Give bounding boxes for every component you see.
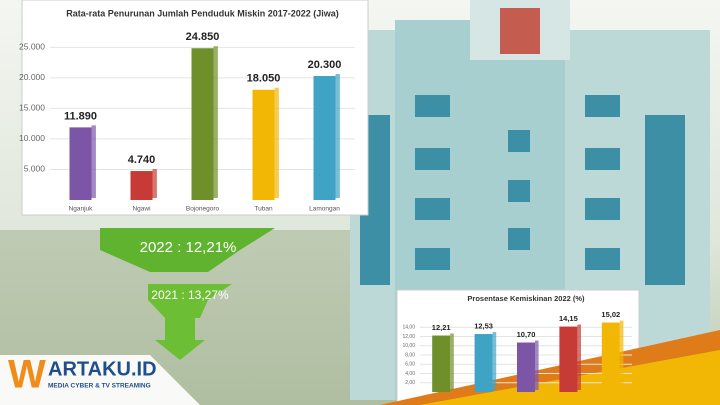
y-tick-label: 8,00 [405, 352, 415, 358]
value-label: 18.050 [247, 73, 281, 85]
bar [130, 171, 153, 200]
bar-side [450, 333, 454, 390]
value-label: 4.740 [128, 154, 156, 166]
bar-side [577, 324, 581, 390]
value-label: 15,02 [601, 310, 620, 319]
banner-text: 2022 : 12,21% [140, 239, 237, 256]
bar [559, 326, 578, 392]
bar [601, 322, 620, 392]
bar-side [213, 46, 218, 198]
y-tick-label: 12,00 [402, 334, 415, 340]
x-tick-label: Nganjuk [69, 206, 94, 213]
bar-side [492, 332, 497, 390]
x-tick-label: Lamongan [309, 206, 340, 213]
bar [69, 127, 92, 200]
logo-mark: W [8, 353, 46, 397]
arrow-shape [100, 228, 275, 272]
y-tick-label: 25.000 [19, 42, 45, 52]
value-label: 14,15 [559, 314, 578, 323]
value-label: 11.890 [64, 110, 97, 122]
bar-side [535, 340, 539, 390]
bar [474, 334, 493, 392]
chart-title: Rata-rata Penurunan Jumlah Penduduk Misk… [66, 8, 339, 18]
bar-side [619, 320, 624, 390]
y-tick-label: 15.000 [19, 103, 45, 113]
x-tick-label: Ngawi [132, 206, 150, 213]
bar-side [335, 74, 340, 198]
y-tick-label: 4,00 [405, 371, 415, 377]
y-tick-label: 6,00 [405, 362, 415, 368]
bar [191, 48, 214, 200]
x-tick-label: Tuban [254, 206, 273, 213]
logo-name: ARTAKU.ID [48, 358, 157, 380]
y-tick-label: 5.000 [24, 164, 46, 174]
building [350, 0, 710, 400]
y-tick-label: 10.000 [19, 133, 45, 143]
banner-text: 2021 : 13,27% [151, 288, 229, 302]
x-tick-label: Bojonegoro [186, 206, 220, 213]
value-label: 12,21 [432, 323, 451, 332]
value-label: 10,70 [517, 330, 536, 339]
logo-background [0, 355, 200, 405]
y-tick-label: 14,00 [402, 325, 415, 331]
logo-tagline: MEDIA CYBER & TV STREAMING [48, 383, 151, 390]
y-tick-label: 20.000 [19, 72, 45, 82]
bar [313, 76, 336, 200]
value-label: 20.300 [308, 59, 342, 71]
bar [252, 89, 275, 200]
bar-side [91, 125, 96, 198]
y-tick-label: 2,00 [405, 380, 415, 386]
y-tick-label: 10,00 [402, 343, 415, 349]
bar-side [274, 87, 279, 198]
value-label: 24.850 [186, 31, 220, 43]
bar-side [152, 169, 157, 198]
value-label: 12,53 [474, 322, 493, 331]
bar [517, 342, 535, 392]
bar [432, 335, 451, 392]
arrow-shape [148, 284, 232, 360]
chart-title: Prosentase Kemiskinan 2022 (%) [467, 294, 585, 303]
